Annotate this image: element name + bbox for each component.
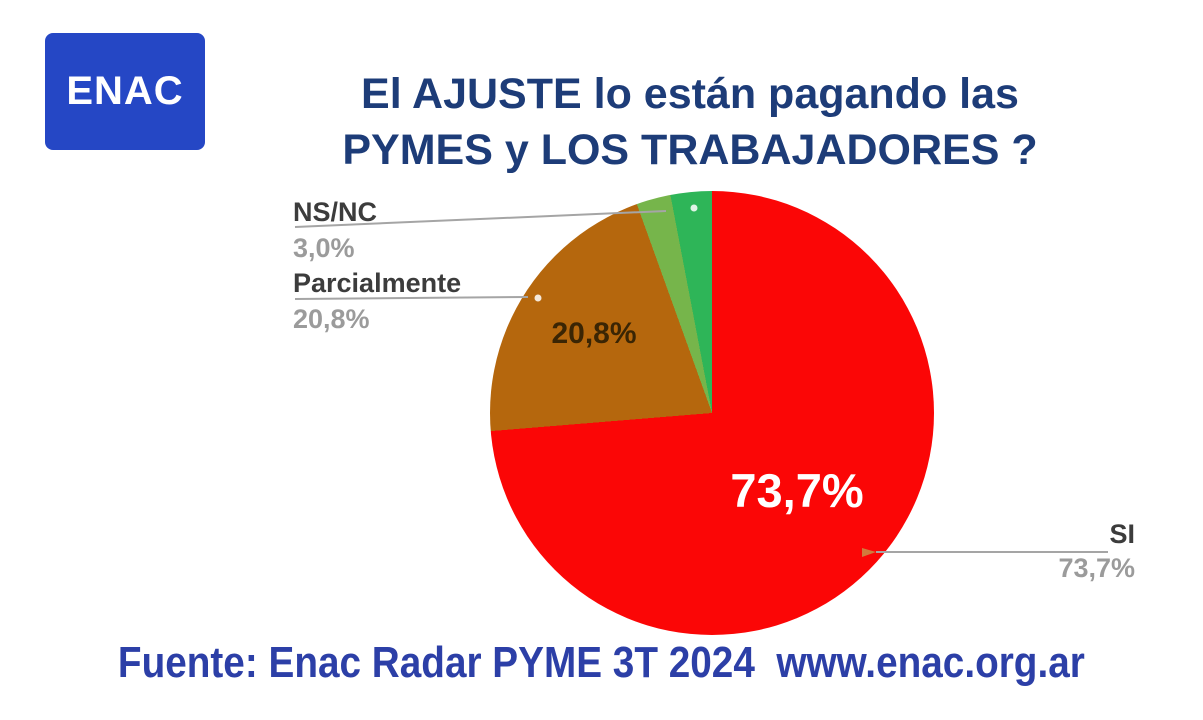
- source-text: Fuente: Enac Radar PYME 3T 2024 www.enac…: [118, 638, 1085, 687]
- callout-parcialmente-value: 20,8%: [293, 304, 370, 334]
- enac-logo: ENAC: [45, 33, 205, 150]
- callout-parcialmente-label: Parcialmente: [293, 268, 462, 298]
- callout-nsnc-value: 3,0%: [293, 233, 355, 263]
- pie-inner-label-parcialmente: 20,8%: [551, 317, 637, 350]
- source-line: Fuente: Enac Radar PYME 3T 2024 www.enac…: [0, 638, 1203, 688]
- enac-logo-text: ENAC: [66, 69, 184, 113]
- page-title: El AJUSTE lo están pagando las PYMES y L…: [230, 66, 1150, 178]
- page-title-line2: PYMES y LOS TRABAJADORES ?: [342, 126, 1038, 174]
- callout-si-label: SI: [1109, 519, 1135, 549]
- callout-si-value: 73,7%: [1058, 553, 1135, 583]
- page-title-line1: El AJUSTE lo están pagando las: [361, 70, 1019, 118]
- pie-chart: [490, 191, 934, 635]
- pie-inner-label-si: 73,7%: [730, 464, 864, 517]
- callout-nsnc-label: NS/NC: [293, 197, 378, 227]
